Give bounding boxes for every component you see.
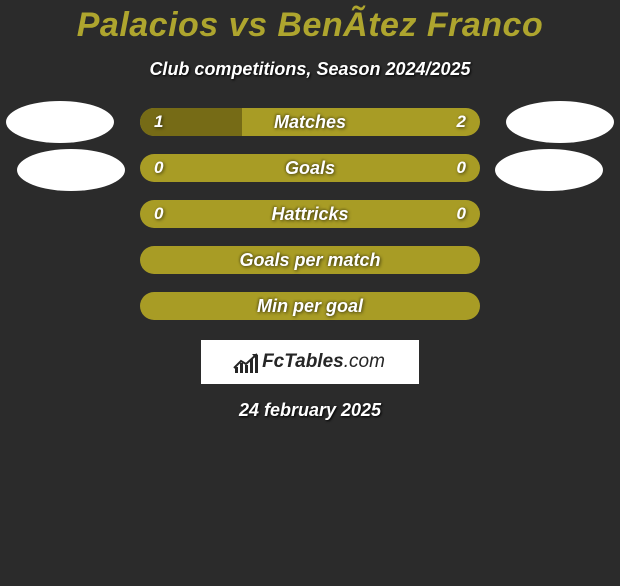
stat-row: Min per goal [0, 292, 620, 320]
stat-bar: Goals per match [140, 246, 480, 274]
stat-label: Goals [140, 158, 480, 179]
logo-brand: FcTables [262, 351, 344, 372]
chart-icon [235, 351, 258, 373]
stat-row: Goals0 0 [0, 154, 620, 182]
stat-label: Matches [140, 112, 480, 133]
stat-value-left: 1 [154, 112, 163, 132]
stat-value-right: 2 [457, 112, 466, 132]
stat-value-left: 0 [154, 204, 163, 224]
chart-icon-bar [250, 359, 253, 373]
player-left-avatar [17, 149, 125, 191]
stat-value-right: 0 [457, 158, 466, 178]
stat-row: Hattricks0 0 [0, 200, 620, 228]
stat-bar: Min per goal [140, 292, 480, 320]
chart-icon-bar [240, 363, 243, 373]
stat-value-left: 0 [154, 158, 163, 178]
chart-icon-bar [245, 365, 248, 373]
snapshot-date: 24 february 2025 [0, 400, 620, 421]
stat-label: Goals per match [140, 250, 480, 271]
stat-bar: Hattricks0 0 [140, 200, 480, 228]
stat-label: Hattricks [140, 204, 480, 225]
subtitle: Club competitions, Season 2024/2025 [0, 59, 620, 80]
stat-bar: Goals0 0 [140, 154, 480, 182]
fctables-logo: FcTables.com [201, 340, 419, 384]
player-right-avatar [495, 149, 603, 191]
stat-bar: Matches1 2 [140, 108, 480, 136]
chart-icon-bar [235, 367, 238, 373]
player-left-avatar [6, 101, 114, 143]
stat-row: Goals per match [0, 246, 620, 274]
stat-row: Matches1 2 [0, 108, 620, 136]
stat-rows: Matches12Goals00Hattricks00Goals per mat… [0, 108, 620, 320]
logo-suffix: .com [344, 351, 385, 372]
page-title: Palacios vs BenÃ­tez Franco [0, 6, 620, 45]
stat-label: Min per goal [140, 296, 480, 317]
stat-value-right: 0 [457, 204, 466, 224]
player-right-avatar [506, 101, 614, 143]
chart-icon-bar [255, 355, 258, 373]
